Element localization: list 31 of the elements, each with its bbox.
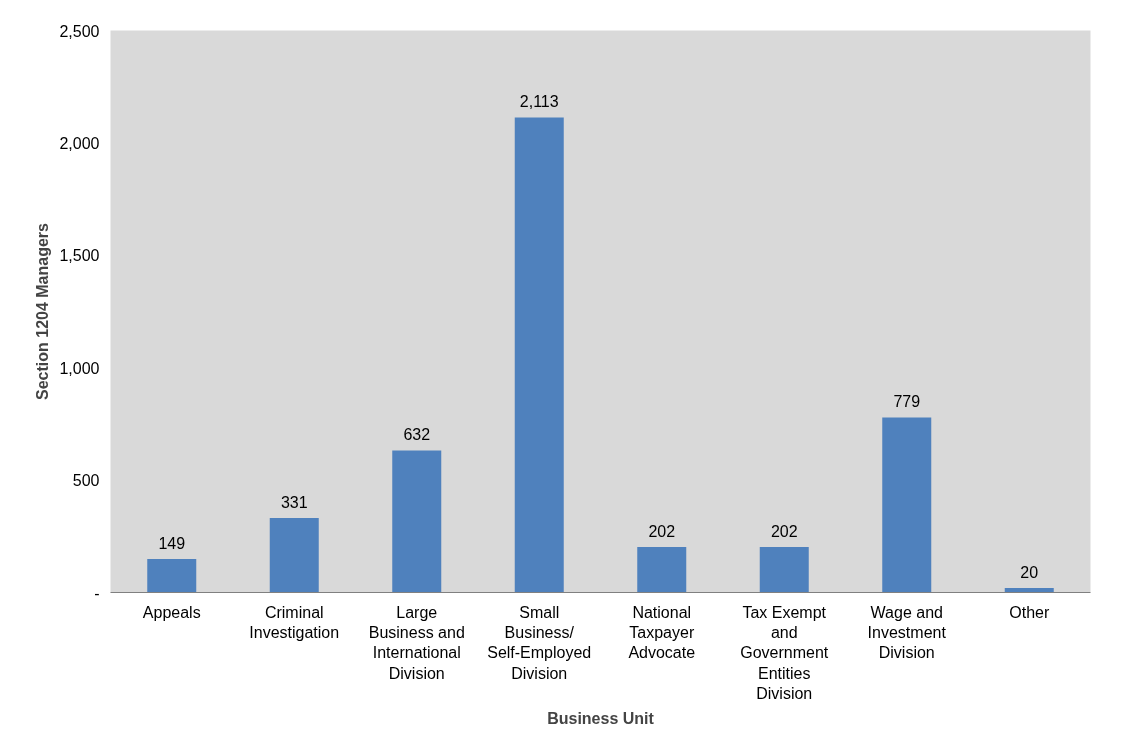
y-axis-title: Section 1204 Managers [34,222,52,400]
bar [269,518,319,593]
data-label: 20 [1020,564,1039,581]
y-tick-label: 2,500 [59,22,100,40]
y-tick-label: - [94,584,100,602]
data-label: 331 [280,494,308,512]
bar [514,117,564,593]
x-tick-label: Wage and Investment Division [867,603,947,662]
x-axis-title: Business Unit [547,710,655,728]
y-tick-label: 2,000 [59,134,100,152]
data-label: 149 [158,535,186,552]
data-label: 632 [403,426,431,444]
y-tick-label: 1,500 [59,247,100,265]
data-label: 202 [648,523,676,541]
data-label: 779 [893,393,921,411]
y-tick-label: 500 [72,472,100,490]
x-tick-label: National Taxpayer Advocate [628,603,696,662]
x-tick-label: Small Business/ Self-Employed Division [487,603,592,682]
x-tick-label: Large Business and International Division [368,603,465,682]
bar [759,547,809,593]
y-tick-label: 1,000 [59,359,100,377]
data-label: 2,113 [519,93,559,111]
bar [882,417,932,593]
data-label: 202 [770,523,798,541]
x-tick-label: Criminal Investigation [249,603,340,641]
bar [637,547,687,593]
bar [392,450,442,593]
bar [147,559,197,593]
x-tick-label: Appeals [142,603,201,621]
x-tick-label: Other [1009,603,1050,621]
x-tick-label: Tax Exempt and Government Entities Division [740,603,829,703]
